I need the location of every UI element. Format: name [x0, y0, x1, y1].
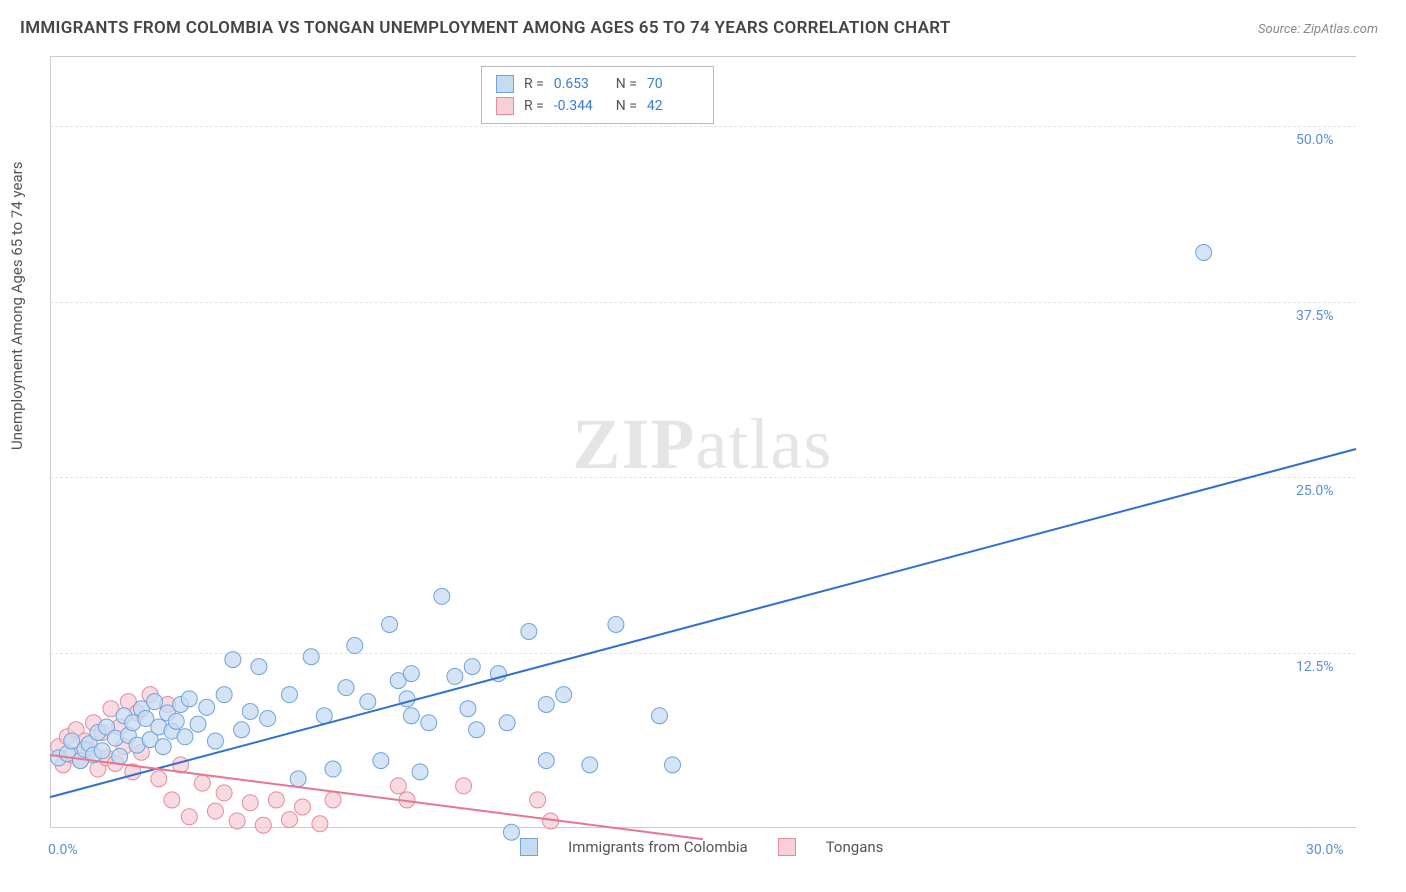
data-point [651, 708, 667, 724]
legend-label-0: Immigrants from Colombia [568, 838, 748, 856]
data-point [338, 680, 354, 696]
data-point [112, 748, 128, 764]
data-point [155, 739, 171, 755]
scatter-plot-svg [50, 56, 1356, 828]
data-point [303, 649, 319, 665]
data-point [521, 623, 537, 639]
data-point [290, 771, 306, 787]
y-axis-label: Unemployment Among Ages 65 to 74 years [8, 162, 26, 450]
source-label: Source: [1258, 22, 1300, 37]
data-point [225, 652, 241, 668]
data-point [503, 824, 519, 840]
data-point [556, 687, 572, 703]
r-value-1: -0.344 [554, 95, 606, 117]
data-point [194, 775, 210, 791]
legend: Immigrants from Colombia Tongans [520, 838, 883, 856]
data-point [294, 799, 310, 815]
data-point [390, 778, 406, 794]
trend-line [50, 449, 1356, 797]
data-point [190, 716, 206, 732]
data-point [1196, 245, 1212, 261]
data-point [469, 722, 485, 738]
source-attribution: Source: ZipAtlas.com [1258, 22, 1378, 37]
data-point [181, 691, 197, 707]
data-point [312, 816, 328, 832]
data-point [360, 694, 376, 710]
data-point [229, 813, 245, 829]
data-point [255, 817, 271, 833]
data-point [325, 761, 341, 777]
n-value-1: 42 [647, 95, 699, 117]
data-point [538, 753, 554, 769]
n-label: N = [616, 73, 637, 95]
x-axis-tick-min: 0.0% [48, 842, 78, 858]
data-point [373, 753, 389, 769]
data-point [403, 708, 419, 724]
chart-title: IMMIGRANTS FROM COLOMBIA VS TONGAN UNEMP… [20, 18, 951, 38]
legend-swatch-0 [520, 838, 538, 856]
data-point [151, 771, 167, 787]
data-point [177, 729, 193, 745]
y-axis-tick: 25.0% [1296, 483, 1334, 499]
data-point [464, 659, 480, 675]
data-point [460, 701, 476, 717]
data-point [434, 588, 450, 604]
data-point [281, 687, 297, 703]
legend-label-1: Tongans [826, 838, 884, 856]
r-label: R = [524, 73, 544, 95]
source-value: ZipAtlas.com [1303, 22, 1378, 37]
data-point [499, 715, 515, 731]
x-axis-tick-max: 30.0% [1306, 842, 1344, 858]
n-value-0: 70 [647, 73, 699, 95]
data-point [582, 757, 598, 773]
r-label: R = [524, 95, 544, 117]
data-point [347, 638, 363, 654]
swatch-series-0 [496, 75, 514, 93]
data-point [168, 713, 184, 729]
data-point [216, 785, 232, 801]
data-point [421, 715, 437, 731]
data-point [207, 733, 223, 749]
data-point [216, 687, 232, 703]
data-point [181, 809, 197, 825]
r-value-0: 0.653 [554, 73, 606, 95]
data-point [538, 696, 554, 712]
legend-swatch-1 [778, 838, 796, 856]
stats-row-series-0: R = 0.653 N = 70 [496, 73, 699, 95]
data-point [316, 708, 332, 724]
data-point [412, 764, 428, 780]
data-point [207, 803, 223, 819]
stats-row-series-1: R = -0.344 N = 42 [496, 95, 699, 117]
data-point [403, 666, 419, 682]
data-point [234, 722, 250, 738]
data-point [164, 792, 180, 808]
data-point [242, 703, 258, 719]
data-point [325, 792, 341, 808]
data-point [268, 792, 284, 808]
data-point [530, 792, 546, 808]
data-point [251, 659, 267, 675]
data-point [447, 668, 463, 684]
y-axis-tick: 50.0% [1296, 132, 1334, 148]
data-point [608, 616, 624, 632]
data-point [665, 757, 681, 773]
n-label: N = [616, 95, 637, 117]
data-point [382, 616, 398, 632]
y-axis-tick: 12.5% [1296, 659, 1334, 675]
data-point [94, 743, 110, 759]
data-point [260, 711, 276, 727]
data-point [456, 778, 472, 794]
swatch-series-1 [496, 97, 514, 115]
data-point [199, 699, 215, 715]
data-point [281, 812, 297, 828]
y-axis-tick: 37.5% [1296, 308, 1334, 324]
data-point [242, 795, 258, 811]
data-point [146, 694, 162, 710]
correlation-stats-box: R = 0.653 N = 70 R = -0.344 N = 42 [481, 66, 714, 124]
